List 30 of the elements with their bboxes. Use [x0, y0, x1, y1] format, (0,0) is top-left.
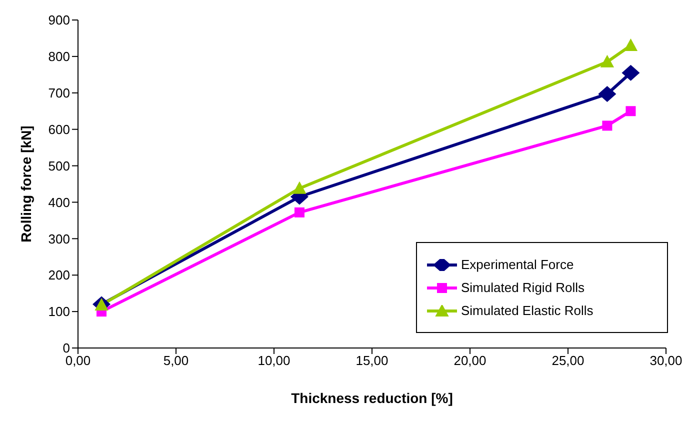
y-tick-label: 800 [48, 49, 70, 64]
point [292, 182, 306, 194]
y-tick-label: 300 [48, 231, 70, 246]
point [598, 86, 616, 102]
legend-label: Simulated Elastic Rolls [461, 303, 594, 318]
legend-label: Simulated Rigid Rolls [461, 280, 585, 295]
x-axis-title: Thickness reduction [%] [291, 390, 453, 406]
point [294, 207, 304, 218]
y-tick-label: 100 [48, 304, 70, 320]
y-tick-label: 200 [48, 268, 70, 283]
x-tick-label: 30,00 [650, 353, 682, 368]
y-tick-label: 700 [48, 86, 70, 101]
y-tick-label: 500 [48, 158, 70, 174]
legend-label: Experimental Force [461, 257, 574, 272]
y-axis-title: Rolling force [kN] [18, 126, 34, 242]
y-tick-label: 0 [62, 340, 70, 356]
y-tick-label: 900 [48, 12, 70, 28]
x-tick-label: 5,00 [163, 353, 189, 368]
x-tick-label: 10,00 [258, 353, 290, 368]
point [624, 39, 638, 52]
point [622, 64, 640, 81]
y-tick-label: 400 [48, 194, 70, 210]
x-tick-label: 0,00 [65, 353, 91, 368]
y-tick-label: 600 [48, 122, 70, 137]
point [626, 106, 636, 116]
point [600, 55, 614, 68]
x-tick-label: 20,00 [454, 353, 486, 368]
point [602, 120, 612, 131]
x-tick-label: 15,00 [356, 353, 388, 368]
x-tick-label: 25,00 [552, 353, 584, 368]
